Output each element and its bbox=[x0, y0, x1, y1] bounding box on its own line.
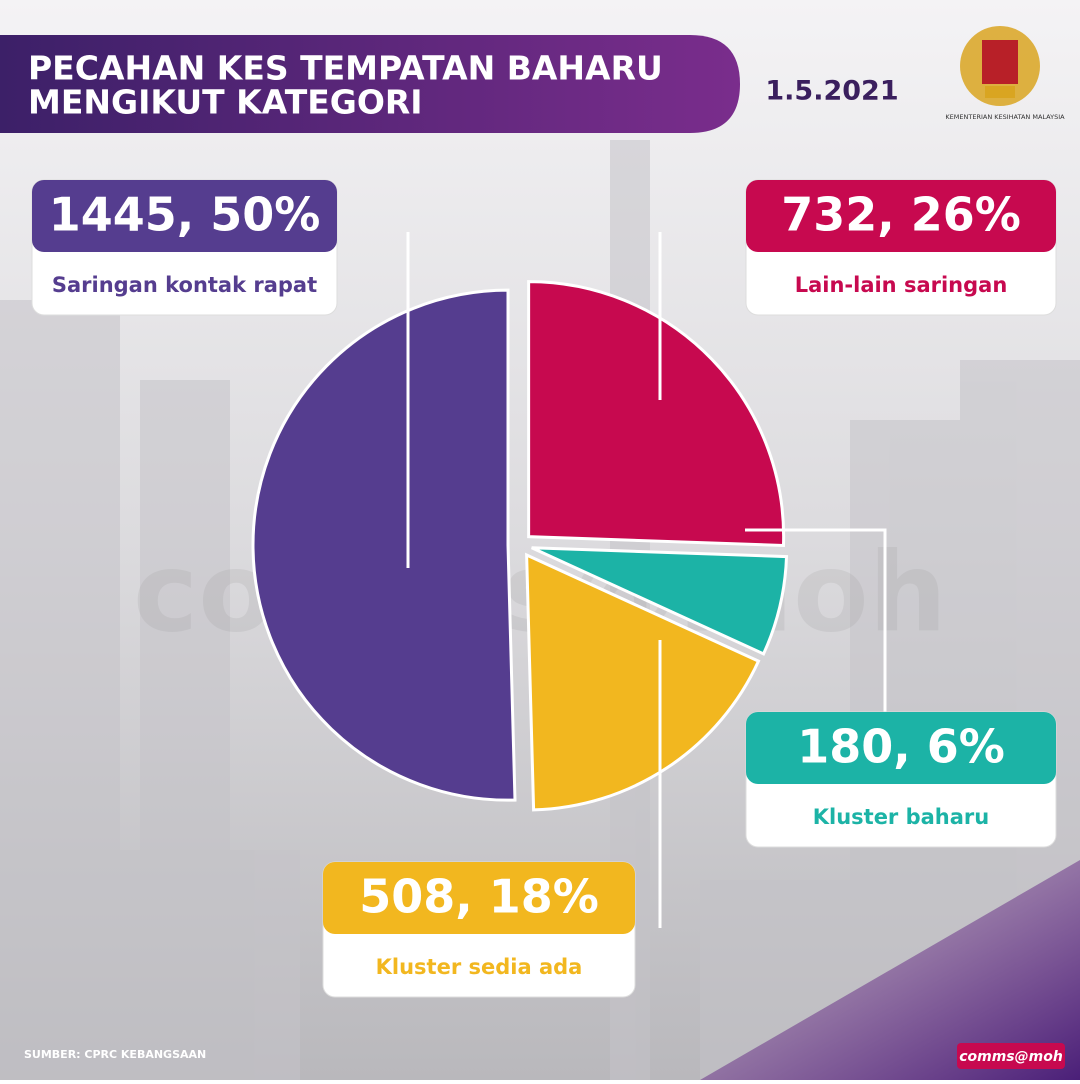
title-line: PECAHAN KES TEMPATAN BAHARU bbox=[28, 49, 663, 88]
source: SUMBER: CPRC KEBANGSAAN bbox=[24, 1048, 206, 1061]
category-label: Lain-lain saringan bbox=[795, 273, 1008, 297]
value-label: 732, 26% bbox=[781, 188, 1021, 242]
category-label: Saringan kontak rapat bbox=[52, 273, 317, 297]
category-label: Kluster baharu bbox=[813, 805, 990, 829]
value-label: 180, 6% bbox=[797, 720, 1005, 774]
labels: 1445, 50% Saringan kontak rapat 732, 26% La… bbox=[31, 179, 1057, 998]
ministry: KEMENTERIAN KESIHATAN MALAYSIA bbox=[945, 113, 1065, 121]
pie-slice bbox=[251, 288, 517, 802]
pie bbox=[251, 280, 789, 812]
brand: comms@moh bbox=[959, 1049, 1063, 1065]
crest bbox=[960, 26, 1040, 106]
label-box bbox=[323, 862, 635, 934]
pie-slice bbox=[527, 280, 786, 548]
category-label: Kluster sedia ada bbox=[376, 955, 583, 979]
connector bbox=[745, 528, 887, 712]
corner-accent bbox=[700, 860, 1080, 1080]
brand-badge bbox=[957, 1043, 1065, 1069]
label-box bbox=[746, 712, 1056, 784]
label-box bbox=[32, 180, 337, 252]
value-label: 1445, 50% bbox=[49, 188, 321, 242]
label-box bbox=[746, 180, 1056, 252]
value-label: 508, 18% bbox=[359, 870, 599, 924]
pie-slice bbox=[531, 546, 789, 656]
title-banner bbox=[0, 35, 740, 133]
title-line: MENGIKUT KATEGORI bbox=[28, 83, 423, 122]
pie-slice bbox=[525, 552, 761, 812]
date: 1.5.2021 bbox=[765, 76, 898, 107]
